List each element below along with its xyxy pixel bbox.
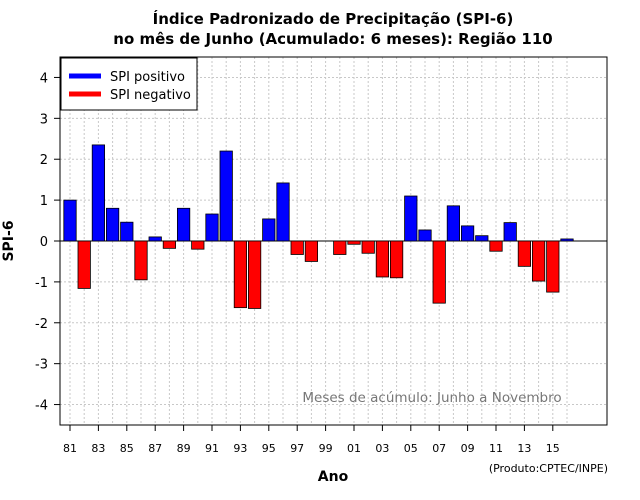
bar-1997 <box>290 240 304 255</box>
credit-text: (Produto:CPTEC/INPE) <box>489 462 608 475</box>
bar-1993 <box>233 240 247 309</box>
x-tick-label: 85 <box>120 442 134 455</box>
plot-frame <box>59 56 608 426</box>
y-tick-label: 2 <box>40 153 48 168</box>
bar-2000 <box>333 240 347 255</box>
x-tick-label: 05 <box>404 442 418 455</box>
y-tick-label: 0 <box>40 235 48 250</box>
bars <box>63 144 574 309</box>
bar-1981 <box>63 199 77 242</box>
bar-2013 <box>517 240 532 267</box>
x-axis: 81 83 85 87 89 91 93 95 97 99 01 03 05 07 09 11 13 15 <box>63 425 560 455</box>
x-tick-label: 89 <box>177 442 191 455</box>
y-axis: -4 -3 -2 -1 0 1 2 3 4 <box>35 71 60 414</box>
bar-2002 <box>361 240 375 254</box>
legend-label-negative: SPI negativo <box>110 88 191 103</box>
bar-1988 <box>162 240 176 249</box>
x-tick-label: 11 <box>489 442 503 455</box>
y-tick-label: 4 <box>40 71 48 86</box>
y-tick-label: -1 <box>35 276 48 291</box>
bar-2008 <box>446 205 461 242</box>
bar-1995 <box>262 218 276 242</box>
legend-label-positive: SPI positivo <box>110 70 185 85</box>
bar-2010 <box>475 235 489 242</box>
bar-1984 <box>106 207 120 242</box>
x-tick-label: 15 <box>546 442 560 455</box>
x-tick-label: 13 <box>517 442 531 455</box>
chart-title-line2: no mês de Junho (Acumulado: 6 meses): Re… <box>113 30 552 48</box>
x-tick-label: 87 <box>148 442 162 455</box>
x-tick-label: 07 <box>432 442 446 455</box>
bar-1992 <box>219 150 233 242</box>
bar-1983 <box>91 144 105 242</box>
bar-1991 <box>205 213 219 242</box>
bar-1990 <box>191 240 205 250</box>
bar-2016 <box>560 238 574 242</box>
y-tick-label: -4 <box>35 399 48 414</box>
chart-title-line1: Índice Padronizado de Precipitação (SPI-… <box>153 9 514 28</box>
y-tick-label: 1 <box>40 194 48 209</box>
bar-1996 <box>276 182 290 242</box>
x-tick-label: 99 <box>319 442 333 455</box>
bar-1994 <box>247 240 262 309</box>
x-tick-label: 03 <box>375 442 389 455</box>
x-tick-label: 95 <box>262 442 276 455</box>
annotation-text: Meses de acúmulo: Junho a Novembro <box>302 390 561 406</box>
legend-box <box>60 57 198 111</box>
x-tick-label: 97 <box>290 442 304 455</box>
bar-1989 <box>176 207 191 242</box>
bar-2011 <box>489 240 503 252</box>
x-tick-label: 81 <box>63 442 77 455</box>
bar-1982 <box>77 240 91 289</box>
bar-2014 <box>532 240 546 282</box>
bar-2004 <box>389 240 404 279</box>
x-tick-label: 01 <box>347 442 361 455</box>
bar-2005 <box>404 195 418 242</box>
bar-1986 <box>134 240 148 281</box>
bar-2012 <box>503 222 517 242</box>
bar-2007 <box>432 240 446 304</box>
x-tick-label: 83 <box>91 442 105 455</box>
x-tick-label: 93 <box>233 442 247 455</box>
y-tick-label: -2 <box>35 317 48 332</box>
bar-1998 <box>304 240 319 262</box>
y-axis-label: SPI-6 <box>1 220 17 261</box>
bar-2015 <box>546 240 560 293</box>
bar-2009 <box>460 225 475 242</box>
bar-1985 <box>120 221 134 242</box>
x-axis-label: Ano <box>318 469 349 485</box>
bar-1987 <box>148 236 162 242</box>
y-tick-label: -3 <box>35 358 48 373</box>
legend: SPI positivo SPI negativo <box>60 57 198 111</box>
bar-2006 <box>418 229 432 242</box>
bar-2001 <box>347 240 361 245</box>
bar-2003 <box>375 240 390 278</box>
y-tick-label: 3 <box>40 112 48 127</box>
x-tick-label: 09 <box>461 442 475 455</box>
x-tick-label: 91 <box>205 442 219 455</box>
